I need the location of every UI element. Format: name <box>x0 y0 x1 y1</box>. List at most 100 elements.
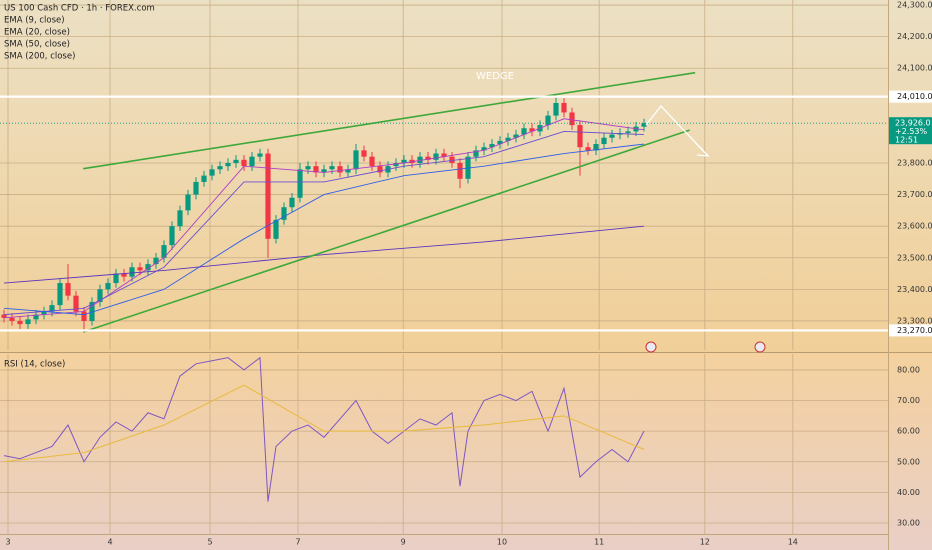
y-tick-label: 23,300.0 <box>897 316 932 325</box>
candle-body <box>337 166 343 173</box>
candle-body <box>153 257 159 265</box>
candle-body <box>625 131 631 133</box>
candle-body <box>369 156 375 167</box>
indicator-line <box>3 118 645 319</box>
candle-body <box>297 169 303 198</box>
y-tick-label: 50.00 <box>897 457 920 466</box>
wedge-line <box>83 71 696 170</box>
projection-arrow-head <box>696 146 710 157</box>
candle-body <box>209 169 215 176</box>
legend-entry: SMA (50, close) <box>4 40 70 50</box>
y-tick-label: 24,100.0 <box>897 64 932 73</box>
indicator-line <box>3 143 645 316</box>
candle-body <box>137 267 143 271</box>
candle-body <box>129 267 135 277</box>
indicator-line <box>3 130 645 316</box>
rsi-title: RSI (14, close) <box>4 360 65 370</box>
last-price-label: 23,926.0 <box>895 119 931 128</box>
candle-body <box>513 134 519 138</box>
candle-body <box>9 317 15 321</box>
candle-body <box>313 166 319 173</box>
rsi-pane <box>0 352 932 550</box>
candle-body <box>521 128 527 135</box>
last-price-change: +2.53% <box>895 127 928 136</box>
event-flag[interactable] <box>645 341 657 353</box>
candle-body <box>377 166 383 173</box>
candle-body <box>577 125 583 148</box>
wedge-line <box>82 129 690 333</box>
candle-body <box>25 319 31 325</box>
candle-body <box>121 273 127 277</box>
indicator-line <box>3 225 645 284</box>
candle-body <box>601 137 607 145</box>
candle-body <box>345 169 351 173</box>
x-tick-label: 11 <box>594 538 604 547</box>
x-tick-label: 12 <box>700 538 710 547</box>
symbol-title: US 100 Cash CFD · 1h · FOREX.com <box>4 4 155 14</box>
candle-body <box>529 128 535 132</box>
x-tick-label: 14 <box>788 538 798 547</box>
event-flag[interactable] <box>754 341 766 353</box>
candle-body <box>561 102 567 113</box>
candle-body <box>641 123 647 127</box>
candle-body <box>593 144 599 151</box>
candle-body <box>441 153 447 157</box>
candle-body <box>113 273 119 284</box>
candle-body <box>609 134 615 138</box>
x-tick-label: 9 <box>401 538 406 547</box>
candle-body <box>169 226 175 246</box>
y-tick-label: 23,600.0 <box>897 222 932 231</box>
candle-body <box>1 314 7 318</box>
candle-body <box>225 162 231 167</box>
y-tick-label: 24,200.0 <box>897 32 932 41</box>
candle-body <box>249 156 255 167</box>
candle-body <box>241 159 247 167</box>
candle-body <box>97 289 103 302</box>
x-tick-label: 5 <box>207 538 212 547</box>
candle-body <box>57 283 63 306</box>
candle-body <box>489 144 495 148</box>
y-tick-label: 23,800.0 <box>897 158 932 167</box>
candle-body <box>65 283 71 296</box>
candle-body <box>545 115 551 126</box>
candle-body <box>273 219 279 239</box>
candle-body <box>457 162 463 179</box>
candle-body <box>233 159 239 163</box>
y-tick-label: 70.00 <box>897 396 920 405</box>
candle-body <box>481 147 487 151</box>
candle-body <box>305 166 311 170</box>
candle-body <box>177 210 183 227</box>
candle-body <box>265 153 271 239</box>
candle-body <box>201 175 207 182</box>
candle-body <box>185 194 191 211</box>
candle-body <box>353 150 359 170</box>
candle-body <box>321 169 327 173</box>
y-tick-label: 60.00 <box>897 427 920 436</box>
candle-body <box>417 156 423 163</box>
candle-body <box>41 311 47 315</box>
y-tick-label: 24,300.0 <box>897 1 932 10</box>
level-label: 24,010.0 <box>897 92 932 101</box>
candle-body <box>393 162 399 167</box>
y-tick-label: 40.00 <box>897 488 920 497</box>
candle-body <box>449 156 455 163</box>
candle-body <box>505 137 511 141</box>
x-tick-label: 7 <box>295 538 300 547</box>
candle-body <box>281 207 287 220</box>
y-tick-label: 80.00 <box>897 365 920 374</box>
level-label-box <box>889 324 932 337</box>
candle-body <box>329 166 335 170</box>
candle-body <box>289 197 295 208</box>
legend-entry: SMA (200, close) <box>4 52 75 62</box>
level-label-box <box>889 90 932 103</box>
candle-body <box>257 153 263 157</box>
projection-arrow <box>645 105 709 157</box>
candle-body <box>33 314 39 320</box>
candle-body <box>401 159 407 163</box>
legend-entry: EMA (20, close) <box>4 28 70 38</box>
candle-body <box>569 112 575 126</box>
last-price-box <box>889 117 932 145</box>
wedge-label: WEDGE <box>476 71 514 82</box>
candle-body <box>433 153 439 160</box>
